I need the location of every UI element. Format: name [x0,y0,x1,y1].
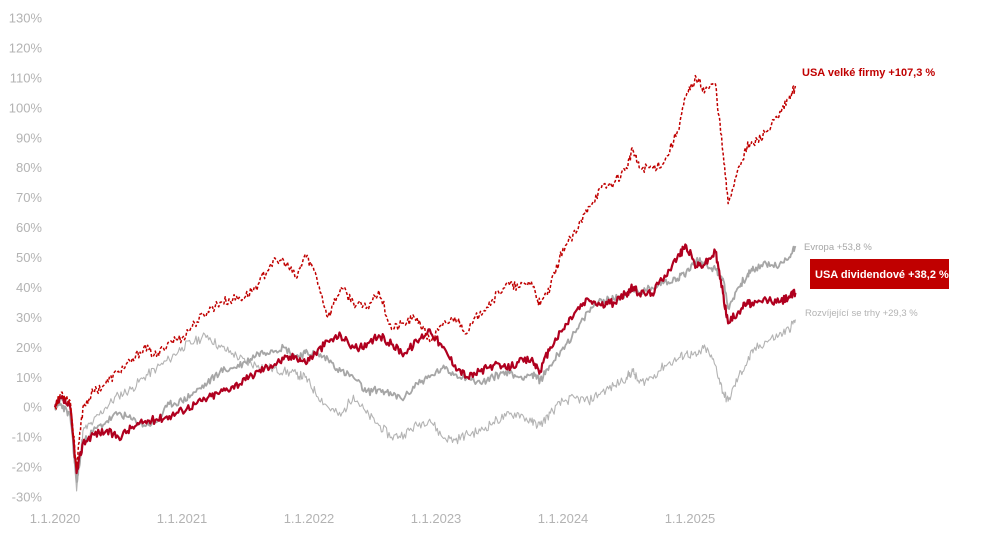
y-tick-label: 90% [16,130,42,145]
y-tick-label: 20% [16,340,42,355]
y-tick-label: 60% [16,220,42,235]
x-tick-label: 1.1.2021 [157,511,208,526]
label-usa-dividend-box [810,259,949,289]
y-tick-label: -20% [12,460,43,475]
y-axis-ticks: 130% 120% 110% 100% 90% 80% 70% 60% 50% 40% 30% 20%… [9,11,43,505]
label-usa-large: USA velké firmy +107,3 % [802,67,935,79]
y-tick-label: 40% [16,280,42,295]
label-emerging: Rozvíjející se trhy +29,3 % [805,308,918,319]
x-axis-ticks: 1.1.2020 1.1.2021 1.1.2022 1.1.2023 1.1.2024… [30,511,716,526]
series-line-usa-large [54,74,797,468]
label-europe: Evropa +53,8 % [804,242,872,253]
y-tick-label: 120% [9,40,43,55]
y-tick-label: 30% [16,310,42,325]
x-tick-label: 1.1.2023 [411,511,462,526]
label-usa-dividend: USA dividendové +38,2 % [815,269,949,281]
y-tick-label: -10% [12,430,43,445]
series-line-emerging [54,319,796,492]
y-tick-label: 130% [9,11,43,26]
series-line-usa-dividend [53,243,797,475]
y-tick-label: 0% [23,400,42,415]
y-tick-label: -30% [12,490,43,505]
y-tick-label: 100% [9,100,43,115]
x-tick-label: 1.1.2022 [284,511,335,526]
series-layer [53,74,797,492]
x-tick-label: 1.1.2020 [30,511,81,526]
x-tick-label: 1.1.2025 [665,511,716,526]
series-line-europe [54,245,797,483]
x-tick-label: 1.1.2024 [538,511,589,526]
y-tick-label: 10% [16,370,42,385]
y-tick-label: 70% [16,190,42,205]
y-tick-label: 50% [16,250,42,265]
y-tick-label: 110% [10,70,43,85]
series-labels: USA velké firmy +107,3 % Evropa +53,8 % … [802,67,949,319]
y-tick-label: 80% [16,160,42,175]
